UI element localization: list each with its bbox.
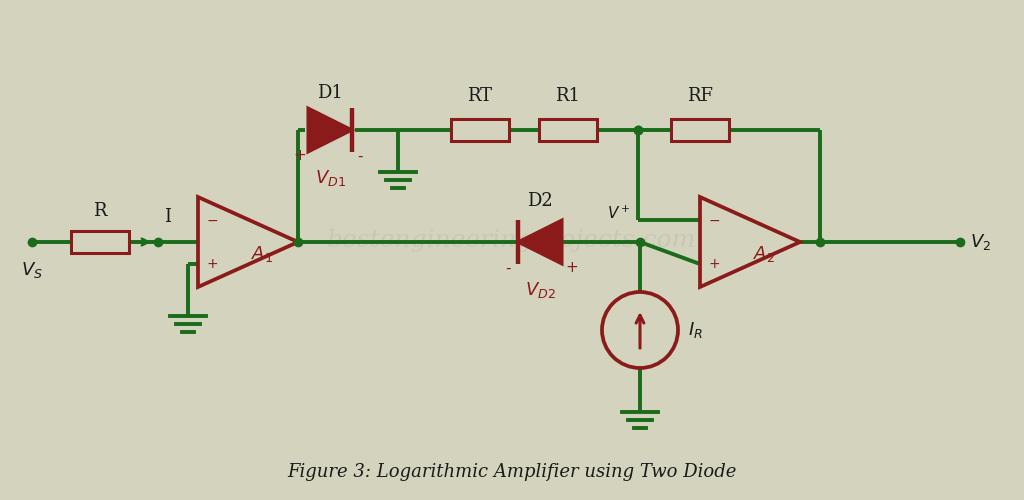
Text: bestengineeringprojects.com: bestengineeringprojects.com <box>328 228 696 252</box>
Text: D2: D2 <box>527 192 553 210</box>
Text: D1: D1 <box>317 84 343 102</box>
Text: R1: R1 <box>555 87 581 105</box>
Polygon shape <box>308 108 352 152</box>
Text: $V_{D2}$: $V_{D2}$ <box>524 280 555 300</box>
Text: +: + <box>294 148 306 164</box>
Text: RF: RF <box>687 87 713 105</box>
Bar <box>539 119 597 141</box>
Text: -: - <box>505 260 511 276</box>
Text: $+$: $+$ <box>708 258 720 272</box>
Text: $V_{D1}$: $V_{D1}$ <box>314 168 345 188</box>
Text: $V_S$: $V_S$ <box>22 260 43 280</box>
Text: -: - <box>357 148 362 164</box>
Text: $-$: $-$ <box>708 212 720 226</box>
Text: $+$: $+$ <box>206 258 218 272</box>
Text: RT: RT <box>468 87 493 105</box>
Text: +: + <box>565 260 579 276</box>
Text: $V_2$: $V_2$ <box>970 232 991 252</box>
Circle shape <box>602 292 678 368</box>
Text: $-$: $-$ <box>206 212 218 226</box>
Bar <box>71 231 129 253</box>
Text: $A_1$: $A_1$ <box>251 244 273 264</box>
Text: I: I <box>164 208 171 226</box>
Polygon shape <box>518 220 562 264</box>
Text: $V^+$: $V^+$ <box>606 204 630 222</box>
Text: R: R <box>93 202 106 220</box>
Polygon shape <box>700 197 800 287</box>
Polygon shape <box>198 197 298 287</box>
Bar <box>671 119 729 141</box>
Text: $A_2$: $A_2$ <box>753 244 775 264</box>
Text: Figure 3: Logarithmic Amplifier using Two Diode: Figure 3: Logarithmic Amplifier using Tw… <box>288 463 736 481</box>
Text: $I_R$: $I_R$ <box>688 320 702 340</box>
Bar <box>451 119 509 141</box>
